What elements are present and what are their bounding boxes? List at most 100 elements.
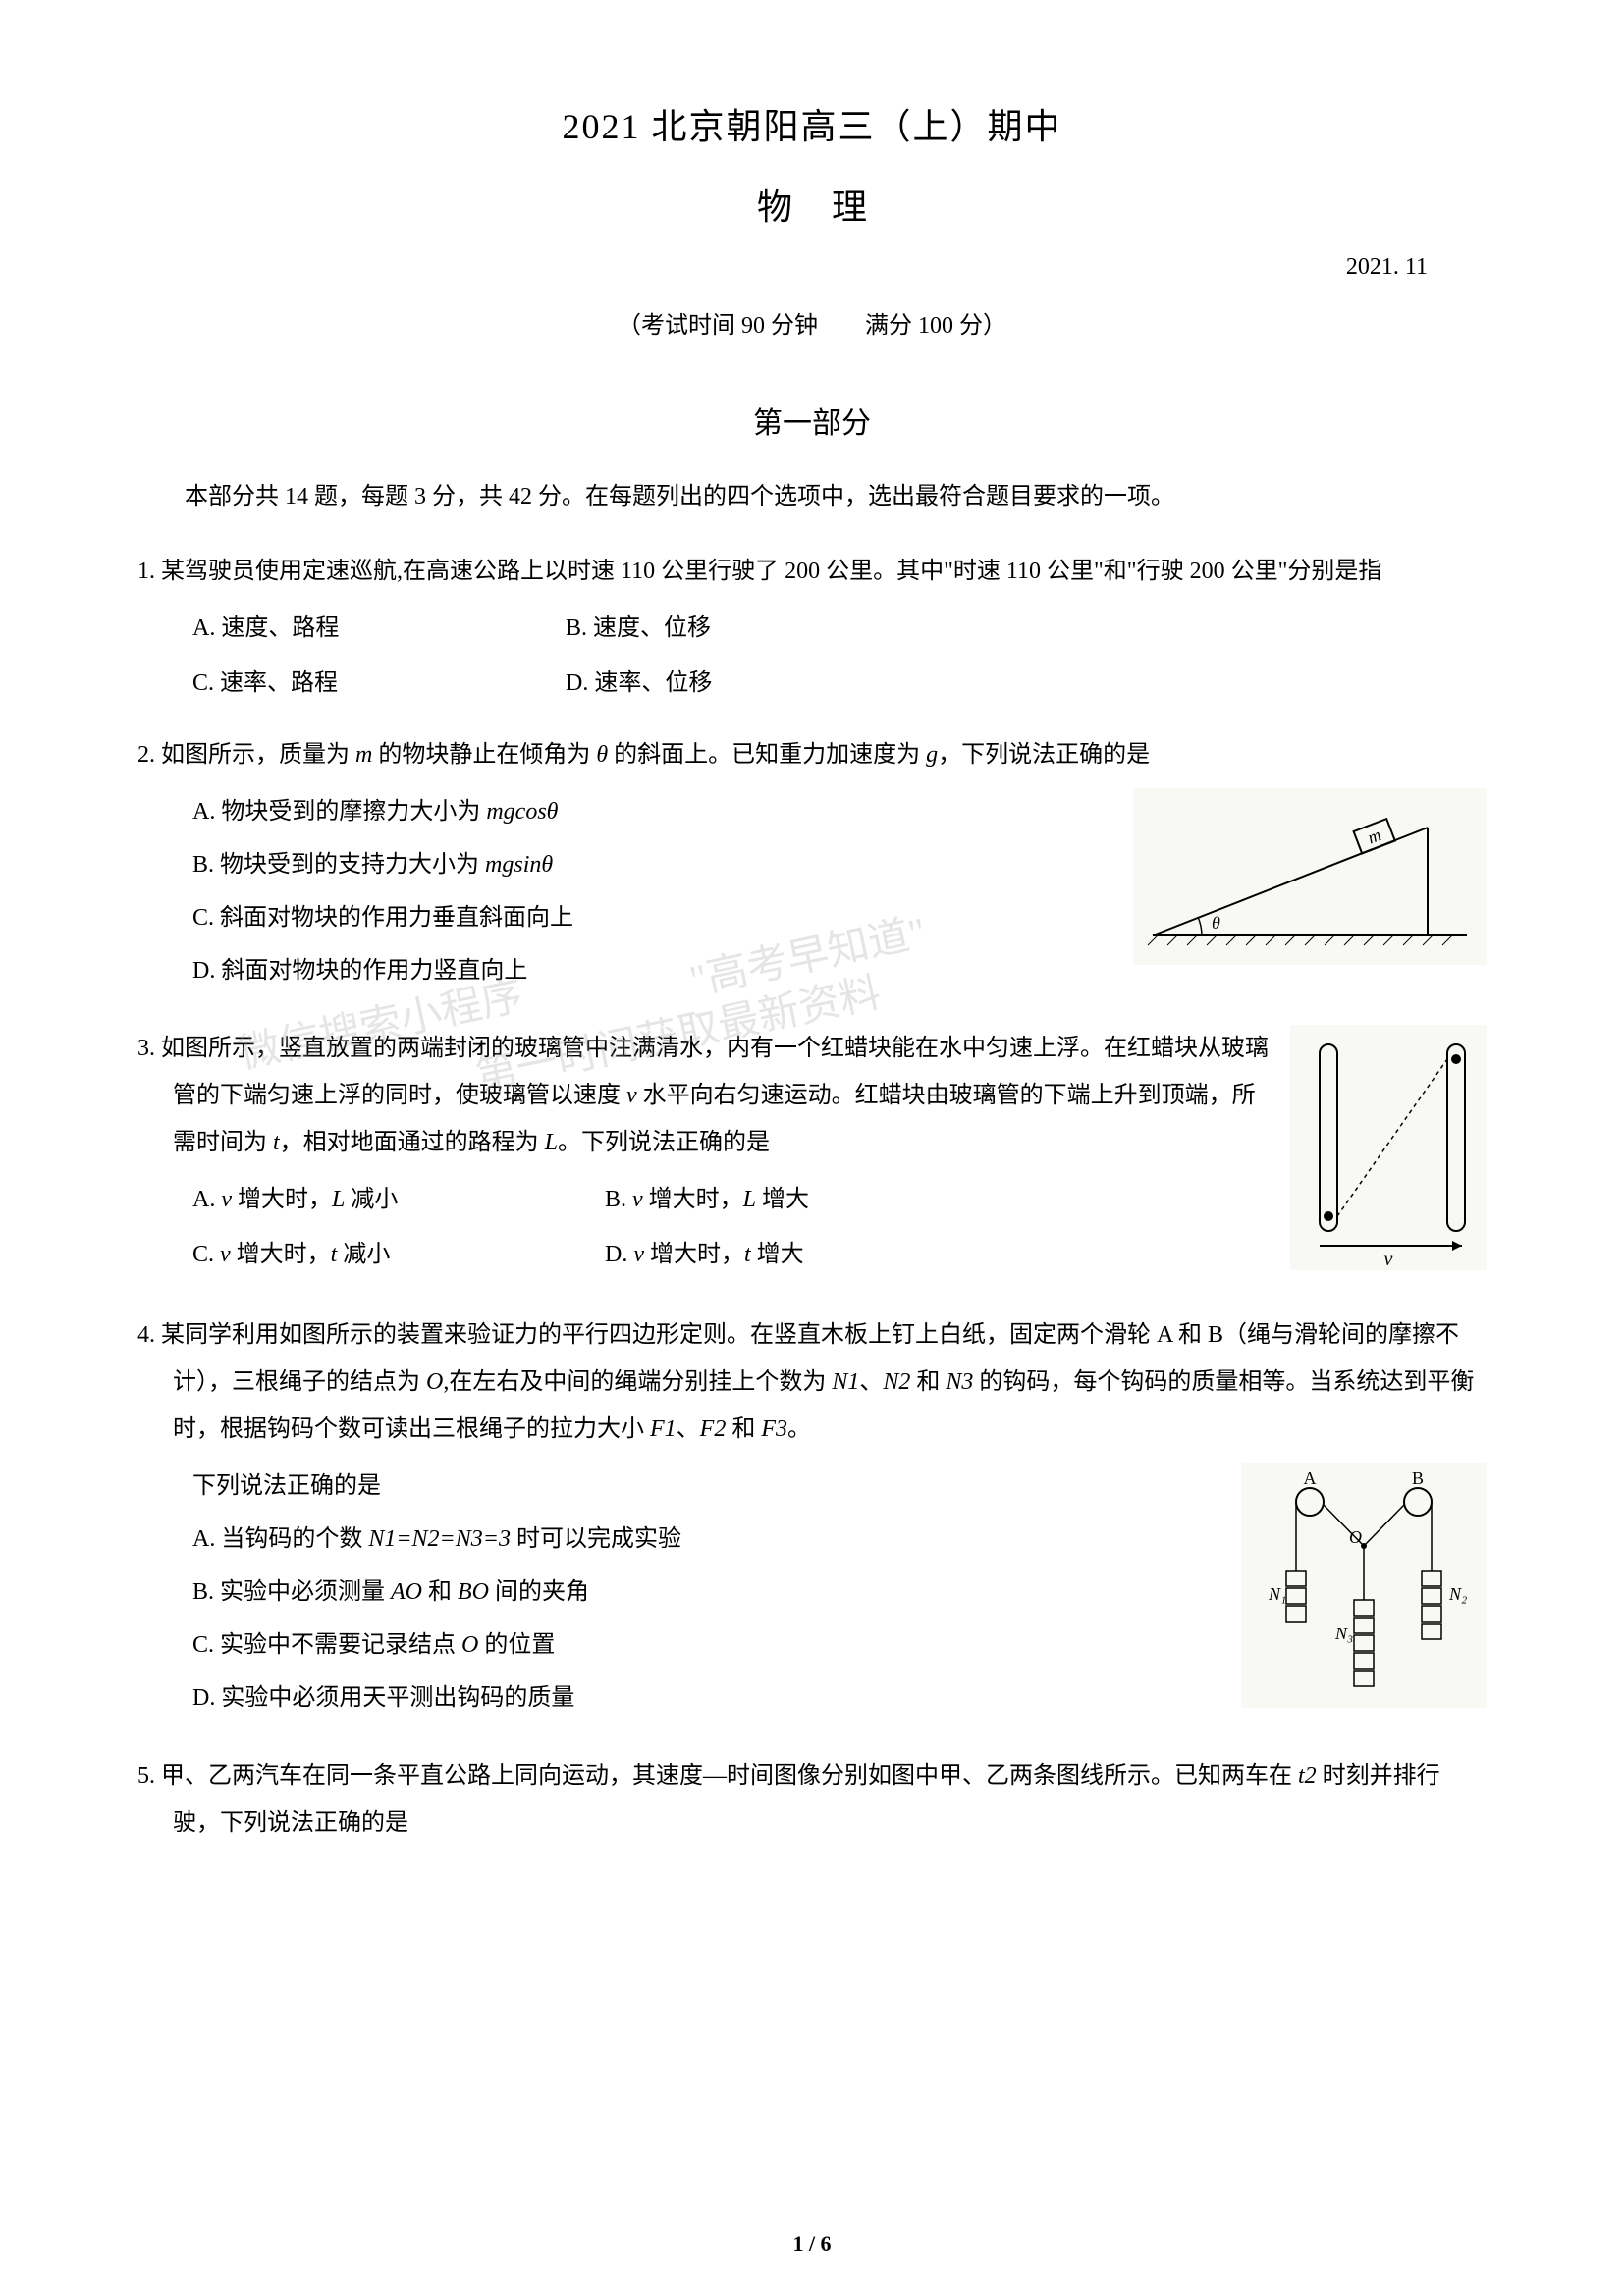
q4-t12: 和 [726,1416,761,1442]
question-3-option-c: C. v 增大时，t 减小 [192,1231,605,1278]
q4-N3: N3 [946,1369,973,1395]
q2-b-post: mgsinθ [485,852,553,878]
question-4-option-c: C. 实验中不需要记录结点 O 的位置 [137,1622,1221,1669]
exam-title-subject: 物理 [137,179,1487,230]
question-4-option-d: D. 实验中必须用天平测出钩码的质量 [137,1675,1221,1722]
exam-date: 2021. 11 [137,254,1487,281]
q4b-mid: 和 [422,1579,458,1605]
q3d-t: t [744,1242,751,1267]
n2-label: N₂ [1448,1584,1467,1604]
q4b-AO: AO [391,1579,422,1605]
question-4-option-b: B. 实验中必须测量 AO 和 BO 间的夹角 [137,1569,1221,1616]
question-2-stem: 2. 如图所示，质量为 m 的物块静止在倾角为 θ 的斜面上。已知重力加速度为 … [137,731,1487,778]
q4b-pre: B. 实验中必须测量 [192,1579,391,1605]
q4c-post: 的位置 [478,1632,555,1658]
q3c-mid: 增大时， [231,1242,331,1267]
question-1-stem: 1. 某驾驶员使用定速巡航,在高速公路上以时速 110 公里行驶了 200 公里… [137,548,1487,595]
question-2-var-theta: θ [596,742,608,768]
question-2-var-g: g [926,742,938,768]
n1-label: N₁ [1268,1584,1286,1604]
section-description: 本部分共 14 题，每题 3 分，共 42 分。在每题列出的四个选项中，选出最符… [137,476,1487,518]
question-1-option-d: D. 速率、位移 [566,660,939,707]
question-4-figure: A B O N₁ [1241,1463,1487,1728]
q3-L: L [545,1130,558,1155]
q3b-v: v [632,1187,643,1212]
q3d-pre: D. [605,1242,633,1267]
question-3-figure: v [1290,1025,1487,1287]
question-1-options-row1: A. 速度、路程 B. 速度、位移 [137,605,1487,652]
question-3-options-row2: C. v 增大时，t 减小 D. v 增大时，t 增大 [137,1231,1271,1278]
node-o-label: O [1349,1527,1362,1547]
pulleys-diagram: A B O N₁ [1241,1463,1487,1708]
q3b-pre: B. [605,1187,632,1212]
q2-a-post: mgcosθ [486,799,558,825]
q4-O: O [426,1369,443,1395]
question-1-num: 1. [137,559,155,584]
exam-meta-info: （考试时间 90 分钟 满分 100 分） [137,305,1487,340]
question-4-pre-options: 下列说法正确的是 [137,1463,1221,1510]
q4b-BO: BO [458,1579,489,1605]
q3d-post: 增大 [751,1242,804,1267]
question-2-option-c: C. 斜面对物块的作用力垂直斜面向上 [137,894,1113,941]
q3-t4: ，相对地面通过的路程为 [280,1130,545,1155]
q4-t14: 。 [787,1416,811,1442]
q5-t2var: t2 [1298,1763,1317,1789]
q3d-v: v [633,1242,644,1267]
question-4: 4. 某同学利用如图所示的装置来验证力的平行四边形定则。在竖直木板上钉上白纸，固… [137,1311,1487,1728]
question-1-option-a: A. 速度、路程 [192,605,566,652]
q3d-mid: 增大时， [644,1242,744,1267]
q4-t2: ,在左右及中间的绳端分别挂上个数为 [443,1369,832,1395]
q3c-v: v [220,1242,231,1267]
incline-diagram: m θ [1133,788,1487,965]
question-2-option-d: D. 斜面对物块的作用力竖直向上 [137,947,1113,994]
question-3-option-b: B. v 增大时，L 增大 [605,1176,809,1223]
question-3-option-d: D. v 增大时，t 增大 [605,1231,804,1278]
question-1-text: 某驾驶员使用定速巡航,在高速公路上以时速 110 公里行驶了 200 公里。其中… [161,559,1381,584]
q4-F3: F3 [761,1416,787,1442]
figure-v-label: v [1384,1249,1393,1270]
question-2-num: 2. [137,742,155,768]
q4a-pre: A. 当钩码的个数 [192,1526,368,1552]
question-2-text-2: 的物块静止在倾角为 [372,742,596,768]
q3-t6: 。下列说法正确的是 [558,1130,770,1155]
question-4-num: 4. [137,1322,155,1348]
q3c-post: 减小 [337,1242,390,1267]
q3b-L: L [743,1187,756,1212]
question-3-options-row1: A. v 增大时，L 减小 B. v 增大时，L 增大 [137,1176,1271,1223]
q4c-pre: C. 实验中不需要记录结点 [192,1632,461,1658]
q4-F2: F2 [700,1416,727,1442]
q4-t6: 和 [910,1369,946,1395]
figure-angle-label: θ [1212,913,1220,933]
q4-t10: 、 [677,1416,700,1442]
q3-t: t [273,1130,280,1155]
question-2-text-6: ，下列说法正确的是 [938,742,1150,768]
q4-t4: 、 [859,1369,883,1395]
question-4-stem: 4. 某同学利用如图所示的装置来验证力的平行四边形定则。在竖直木板上钉上白纸，固… [137,1311,1487,1453]
pulley-b-label: B [1412,1468,1424,1488]
question-1-option-b: B. 速度、位移 [566,605,939,652]
q3a-pre: A. [192,1187,221,1212]
q4-N2: N2 [883,1369,910,1395]
question-3: 3. 如图所示，竖直放置的两端封闭的玻璃管中注满清水，内有一个红蜡块能在水中匀速… [137,1025,1487,1287]
question-3-num: 3. [137,1036,155,1061]
q4a-post: 时可以完成实验 [511,1526,681,1552]
question-1-option-c: C. 速率、路程 [192,660,566,707]
question-2-option-b: B. 物块受到的支持力大小为 mgsinθ [137,841,1113,888]
question-3-stem: 3. 如图所示，竖直放置的两端封闭的玻璃管中注满清水，内有一个红蜡块能在水中匀速… [137,1025,1271,1166]
q3c-pre: C. [192,1242,220,1267]
pulley-a-label: A [1304,1468,1317,1488]
q4b-post: 间的夹角 [489,1579,589,1605]
question-2-text-4: 的斜面上。已知重力加速度为 [608,742,926,768]
question-2: 2. 如图所示，质量为 m 的物块静止在倾角为 θ 的斜面上。已知重力加速度为 … [137,731,1487,1000]
question-1-options-row2: C. 速率、路程 D. 速率、位移 [137,660,1487,707]
q3-v: v [626,1083,637,1108]
q3a-L: L [332,1187,345,1212]
q4-F1: F1 [650,1416,677,1442]
section-title: 第一部分 [137,399,1487,442]
page-number: 1 / 6 [0,2231,1624,2257]
q2-b-pre: B. 物块受到的支持力大小为 [192,852,485,878]
exam-title-main: 2021 北京朝阳高三（上）期中 [137,98,1487,149]
question-5: 5. 甲、乙两汽车在同一条平直公路上同向运动，其速度—时间图像分别如图中甲、乙两… [137,1752,1487,1846]
q4-N1: N1 [832,1369,859,1395]
question-2-text-0: 如图所示，质量为 [161,742,355,768]
